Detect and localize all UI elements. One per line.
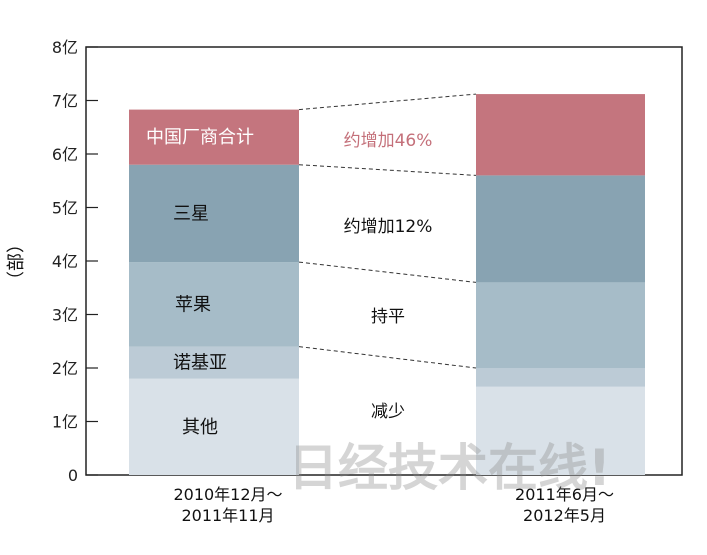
bar-segment — [476, 368, 645, 387]
bar-segment — [129, 346, 299, 379]
bar-segment — [129, 164, 299, 263]
change-annotation: 减少 — [371, 402, 405, 422]
bar-segment — [476, 282, 645, 368]
connector-line — [298, 261, 477, 283]
y-tick-label: 3亿 — [52, 306, 78, 325]
connector-line — [298, 346, 477, 369]
y-tick-label: 6亿 — [52, 145, 78, 164]
bar-segment — [129, 109, 299, 165]
bar-segment — [476, 386, 645, 475]
bar-segment — [476, 94, 645, 176]
segment-label: 中国厂商合计 — [146, 127, 254, 148]
bar-segment — [129, 378, 299, 475]
y-tick-label: 0 — [68, 466, 78, 485]
segment-label: 诺基亚 — [173, 353, 227, 374]
x-category-label: 2011年6月～ — [515, 485, 614, 504]
y-axis: 0 1亿 2亿 3亿 4亿 5亿 6亿 7亿 8亿 — [52, 38, 98, 485]
change-annotation: 持平 — [371, 307, 405, 327]
segment-labels: 其他 诺基亚 苹果 三星 中国厂商合计 — [146, 127, 254, 438]
connector-line — [298, 164, 477, 176]
bar-segment — [476, 175, 645, 283]
segment-label: 苹果 — [175, 294, 211, 315]
change-annotation: 约增加46% — [344, 131, 433, 151]
segment-label: 三星 — [173, 203, 209, 224]
bar-segment — [129, 262, 299, 347]
bars-layer — [129, 94, 645, 475]
y-axis-label: （部） — [6, 235, 27, 289]
change-annotation: 约增加12% — [344, 217, 433, 237]
y-tick-label: 1亿 — [52, 413, 78, 432]
connector-line — [298, 93, 477, 111]
segment-label: 其他 — [182, 417, 218, 438]
y-tick-label: 7亿 — [52, 92, 78, 111]
watermark-logo: 日经技术在线! — [288, 439, 611, 497]
y-tick-label: 2亿 — [52, 359, 78, 378]
x-axis: 2010年12月～ 2011年11月 2011年6月～ 2012年5月 — [173, 485, 614, 525]
y-tick-label: 8亿 — [52, 38, 78, 57]
x-category-label: 2010年12月～ — [173, 485, 282, 504]
y-tick-label: 4亿 — [52, 252, 78, 271]
y-tick-label: 5亿 — [52, 199, 78, 218]
x-category-label: 2011年11月 — [181, 506, 274, 525]
x-category-label: 2012年5月 — [523, 506, 606, 525]
connector-lines — [298, 93, 477, 369]
